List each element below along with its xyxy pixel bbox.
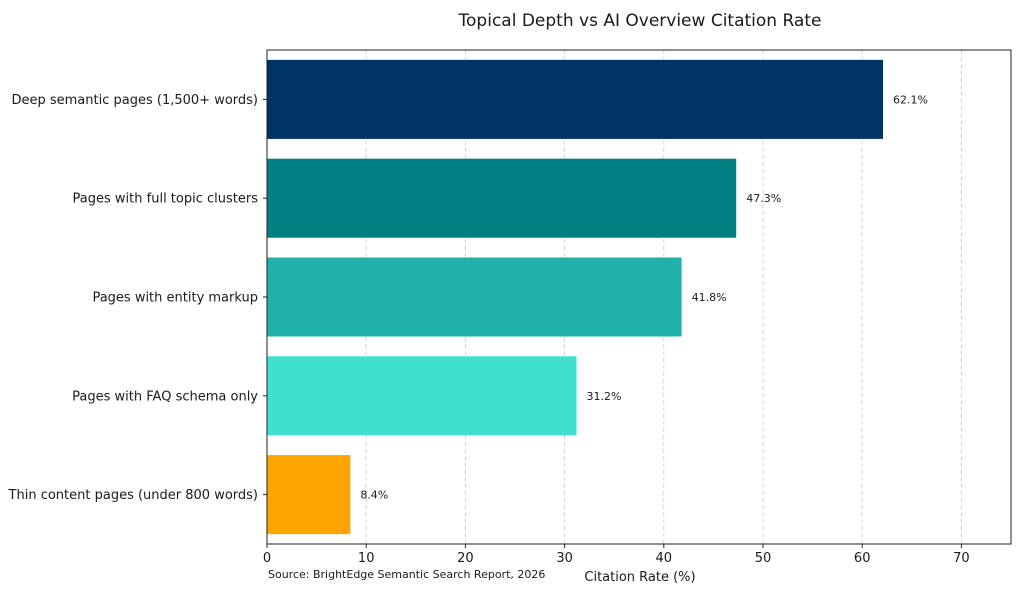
bar xyxy=(267,455,351,535)
source-note: Source: BrightEdge Semantic Search Repor… xyxy=(268,568,545,581)
x-tick-label: 50 xyxy=(755,551,772,566)
labels-layer: 0 10 20 30 40 50 60 70 Deep semantic pages (1,50… xyxy=(8,93,970,566)
data-label: 62.1% xyxy=(893,93,928,106)
x-tick-label: 10 xyxy=(358,551,375,566)
x-tick-label: 20 xyxy=(457,551,474,566)
x-tick-label: 30 xyxy=(556,551,573,566)
data-label: 41.8% xyxy=(692,291,727,304)
category-label: Pages with full topic clusters xyxy=(73,192,259,207)
data-label: 47.3% xyxy=(746,192,781,205)
bar xyxy=(267,257,682,337)
category-label: Pages with entity markup xyxy=(92,291,258,306)
x-tick-label: 40 xyxy=(656,551,673,566)
ticks-layer xyxy=(263,98,962,548)
category-label: Thin content pages (under 800 words) xyxy=(8,488,258,503)
category-label: Deep semantic pages (1,500+ words) xyxy=(11,93,258,108)
x-tick-label: 60 xyxy=(854,551,871,566)
x-axis-title: Citation Rate (%) xyxy=(584,570,695,585)
x-tick-label: 70 xyxy=(953,551,970,566)
bar xyxy=(267,59,884,139)
chart-title: Topical Depth vs AI Overview Citation Ra… xyxy=(458,11,822,31)
bar xyxy=(267,158,737,238)
x-tick-label: 0 xyxy=(263,551,271,566)
category-label: Pages with FAQ schema only xyxy=(72,389,258,404)
bars-layer xyxy=(267,59,884,535)
data-label: 8.4% xyxy=(360,489,388,502)
data-label: 31.2% xyxy=(587,390,622,403)
bar xyxy=(267,356,577,436)
